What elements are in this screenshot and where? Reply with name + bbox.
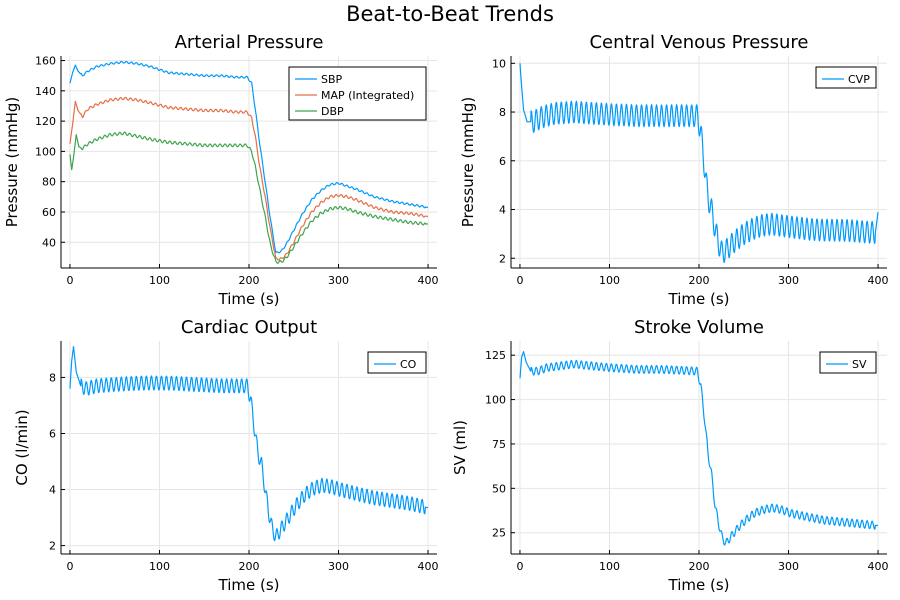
chart-title: Stroke Volume	[634, 317, 764, 338]
chart-panel-1: 0 100 200 300 400 40 60 80 100 120 140 160 Arterial …	[3, 32, 439, 308]
legend: SBP MAP (Integrated) DBP	[288, 66, 427, 121]
x-tick-label: 100	[599, 274, 620, 287]
y-tick-label: 2	[499, 252, 506, 265]
series-line-cvp	[519, 63, 879, 263]
y-axis-label: Pressure (mmHg)	[3, 97, 21, 228]
y-axis-label: Pressure (mmHg)	[459, 97, 477, 228]
y-tick-label: 120	[35, 115, 56, 128]
x-axis-label: Time (s)	[668, 290, 730, 308]
series-line-co	[69, 346, 429, 542]
legend-label: SBP	[321, 73, 343, 86]
y-tick-label: 40	[42, 236, 56, 249]
y-tick-label: 100	[485, 394, 506, 407]
y-tick-label: 8	[499, 106, 506, 119]
y-tick-label: 80	[42, 176, 56, 189]
y-tick-label: 100	[35, 145, 56, 158]
legend: CO	[367, 351, 427, 374]
legend-label: DBP	[321, 105, 344, 118]
legend: SV	[819, 351, 877, 374]
x-tick-label: 300	[778, 560, 799, 573]
y-tick-label: 4	[499, 204, 506, 217]
x-tick-label: 300	[778, 274, 799, 287]
x-tick-label: 0	[516, 274, 523, 287]
legend-box	[367, 351, 427, 374]
x-tick-label: 400	[418, 274, 439, 287]
y-tick-label: 6	[49, 427, 56, 440]
x-axis-label: Time (s)	[218, 290, 280, 308]
y-tick-label: 60	[42, 206, 56, 219]
chart-title: Central Venous Pressure	[589, 32, 808, 53]
x-tick-label: 0	[516, 560, 523, 573]
x-tick-label: 100	[149, 274, 170, 287]
legend-box	[815, 66, 877, 89]
x-tick-label: 400	[868, 560, 889, 573]
figure-title: Beat-to-Beat Trends	[346, 2, 554, 26]
y-tick-label: 10	[492, 57, 506, 70]
x-axis-label: Time (s)	[218, 576, 280, 594]
chart-panel-3: 0 100 200 300 400 2 4 6 8 Cardiac Output Time (s) C…	[13, 317, 439, 594]
chart-panel-2: 0 100 200 300 400 2 4 6 8 10 Central Venous Pressu…	[459, 32, 889, 308]
y-tick-label: 125	[485, 349, 506, 362]
y-tick-label: 140	[35, 85, 56, 98]
legend-box	[819, 351, 877, 374]
chart-panel-4: 0 100 200 300 400 25 50 75 100 125 Stroke Volume Ti…	[451, 317, 889, 594]
y-tick-label: 50	[492, 482, 506, 495]
x-tick-label: 200	[689, 274, 710, 287]
legend-label: CO	[400, 358, 417, 371]
x-tick-label: 0	[66, 274, 73, 287]
x-tick-label: 200	[689, 560, 710, 573]
chart-panels: 0 100 200 300 400406080100120140160Arterial …	[3, 32, 889, 594]
x-tick-label: 200	[239, 274, 260, 287]
y-axis-label: CO (l/min)	[13, 409, 31, 485]
y-tick-label: 2	[49, 540, 56, 553]
y-tick-label: 4	[49, 484, 56, 497]
chart-title: Arterial Pressure	[175, 32, 324, 53]
y-tick-label: 8	[49, 371, 56, 384]
series-line-map-integrated-	[69, 96, 429, 261]
chart-title: Cardiac Output	[181, 317, 317, 338]
series-line-sbp	[69, 60, 429, 254]
series-line-sv	[519, 351, 879, 546]
legend: CVP	[815, 66, 877, 89]
x-tick-label: 200	[239, 560, 260, 573]
x-tick-label: 0	[66, 560, 73, 573]
y-tick-label: 75	[492, 438, 506, 451]
series-line-dbp	[69, 131, 429, 264]
legend-label: CVP	[848, 73, 870, 86]
x-tick-label: 100	[149, 560, 170, 573]
x-tick-label: 100	[599, 560, 620, 573]
y-axis-label: SV (ml)	[451, 420, 469, 475]
x-tick-label: 300	[328, 274, 349, 287]
x-tick-label: 300	[328, 560, 349, 573]
y-tick-label: 6	[499, 155, 506, 168]
x-tick-label: 400	[868, 274, 889, 287]
x-axis-label: Time (s)	[668, 576, 730, 594]
x-tick-label: 400	[418, 560, 439, 573]
legend-label: MAP (Integrated)	[321, 89, 414, 102]
y-tick-label: 160	[35, 55, 56, 68]
y-tick-label: 25	[492, 527, 506, 540]
legend-label: SV	[852, 358, 867, 371]
